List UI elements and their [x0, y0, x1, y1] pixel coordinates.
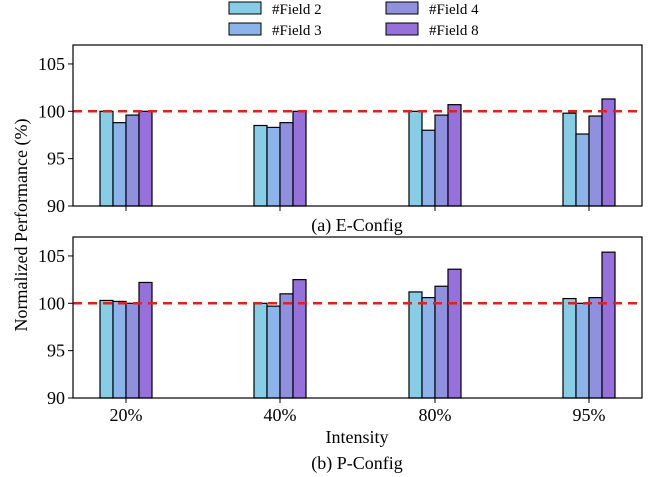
- x-tick-label-20: 20%: [110, 405, 143, 425]
- legend-label-field-4: #Field 4: [429, 2, 479, 18]
- panel-caption: (b) P-Config: [311, 453, 403, 474]
- bar-field-3-20: [112, 122, 127, 207]
- legend-swatch-field-3: [228, 22, 262, 36]
- y-tick-label: 95: [47, 149, 65, 169]
- bar-field-8-20: [138, 110, 153, 207]
- legend: #Field 2 #Field 3 #Field 4 #Field 8: [228, 1, 479, 39]
- legend-label-field-2: #Field 2: [272, 2, 322, 18]
- y-axis-label: Normalized Performance (%): [11, 119, 32, 332]
- bar-field-2-95: [562, 297, 577, 399]
- panel-caption: (a) E-Config: [311, 215, 402, 236]
- legend-label-field-3: #Field 3: [272, 23, 322, 39]
- plot-frame: [72, 236, 643, 399]
- bar-field-8-95: [601, 251, 616, 399]
- bar-field-3-95: [575, 133, 590, 207]
- x-axis-label: Intensity: [326, 427, 389, 447]
- plot-frame: [72, 44, 643, 207]
- bar-field-3-20: [112, 300, 127, 399]
- bar-field-2-40: [253, 302, 268, 399]
- y-tick-label: 105: [38, 54, 65, 74]
- bar-field-4-95: [588, 115, 603, 207]
- legend-swatch-field-4: [385, 1, 419, 15]
- bar-field-3-40: [266, 126, 281, 207]
- y-tick-label: 100: [38, 101, 65, 121]
- bar-field-4-20: [125, 114, 140, 207]
- panel-e-config: 90 95 100 105 (a) E-Config: [38, 44, 643, 236]
- legend-swatch-field-2: [228, 1, 262, 15]
- bar-field-2-95: [562, 112, 577, 207]
- bar-field-4-20: [125, 302, 140, 399]
- bar-field-3-80: [421, 129, 436, 207]
- y-tick-label: 95: [47, 341, 65, 361]
- legend-label-field-8: #Field 8: [429, 23, 479, 39]
- bar-field-2-40: [253, 124, 268, 207]
- bar-field-4-95: [588, 297, 603, 399]
- y-tick-label: 105: [38, 246, 65, 266]
- bar-field-8-40: [292, 279, 307, 399]
- y-tick-label: 90: [47, 388, 65, 408]
- bar-field-8-80: [447, 268, 462, 399]
- bar-field-2-80: [408, 110, 423, 207]
- bar-field-3-40: [266, 305, 281, 399]
- x-tick-label-95: 95%: [573, 405, 606, 425]
- x-tick-label-40: 40%: [264, 405, 297, 425]
- bar-field-2-20: [99, 110, 114, 207]
- bar-field-3-95: [575, 302, 590, 399]
- panel-p-config: 90 95 100 105 20% 40% 80% 95% (b) P-Config: [38, 236, 643, 474]
- y-tick-label: 90: [47, 196, 65, 216]
- bar-field-8-40: [292, 110, 307, 207]
- x-tick-label-80: 80%: [419, 405, 452, 425]
- bar-field-4-80: [434, 114, 449, 207]
- bar-field-4-40: [279, 293, 294, 399]
- bar-field-8-95: [601, 98, 616, 207]
- bar-field-2-80: [408, 291, 423, 399]
- y-tick-label: 100: [38, 293, 65, 313]
- bar-field-2-20: [99, 299, 114, 399]
- bar-field-4-40: [279, 122, 294, 207]
- legend-swatch-field-8: [385, 22, 419, 36]
- bar-field-8-20: [138, 281, 153, 399]
- bar-field-8-80: [447, 104, 462, 207]
- bar-field-3-80: [421, 297, 436, 399]
